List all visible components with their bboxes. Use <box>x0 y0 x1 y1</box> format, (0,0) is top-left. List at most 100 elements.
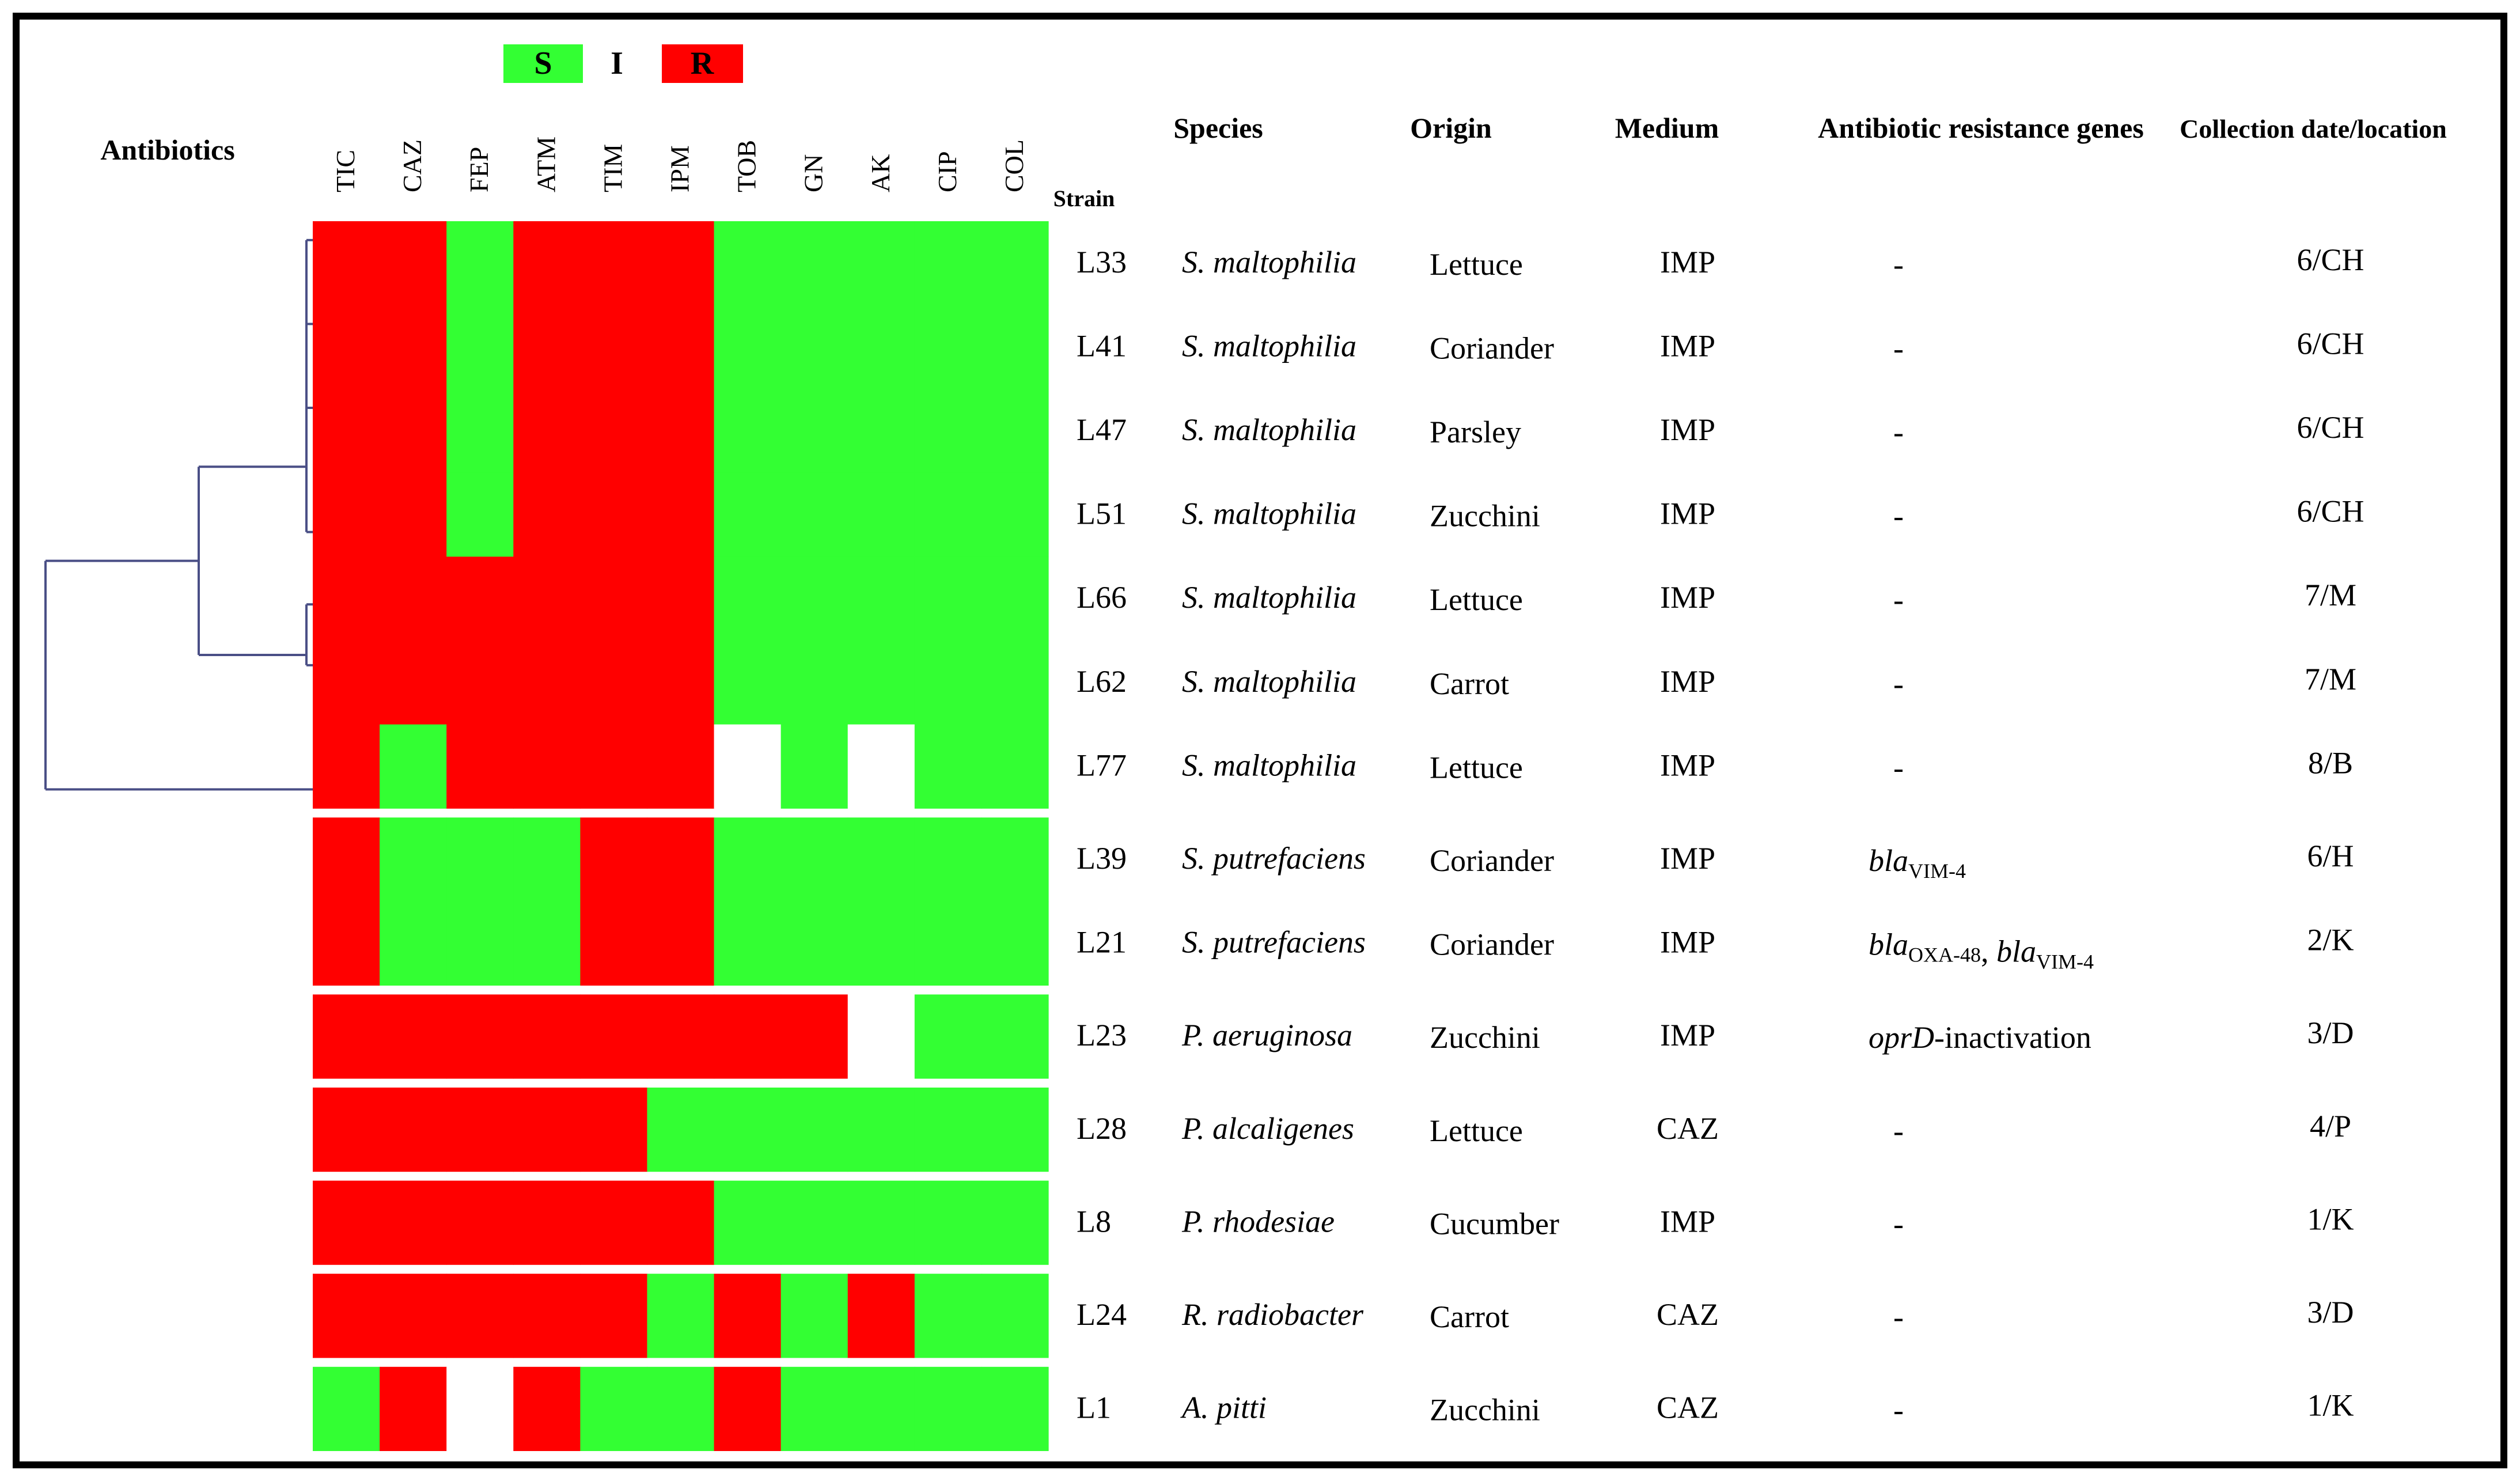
origin-label: Carrot <box>1430 666 1509 701</box>
heatmap-cell <box>380 1274 447 1358</box>
heatmap-cell <box>513 556 581 641</box>
heatmap-cell <box>981 1274 1049 1358</box>
origin-label: Zucchini <box>1430 1393 1540 1427</box>
column-label: AK <box>866 154 895 192</box>
strain-label: L24 <box>1077 1297 1127 1332</box>
heatmap-cell <box>914 1180 982 1265</box>
strain-label: L39 <box>1077 841 1127 876</box>
strain-label: L33 <box>1077 245 1127 279</box>
heatmap-cell <box>313 221 380 306</box>
heatmap-cell <box>513 305 581 389</box>
legend-s-swatch <box>503 44 583 83</box>
collection-label: 3/D <box>2307 1295 2354 1330</box>
heatmap-cell <box>847 1366 915 1451</box>
heatmap-cell <box>380 1366 447 1451</box>
heatmap-cell <box>847 472 915 557</box>
heatmap-cell <box>647 1088 715 1172</box>
heatmap-cell <box>513 817 581 902</box>
row-annotations: L33 S. maltophilia Lettuce IMP - 6/CH L41 S. ma… <box>1077 243 2364 1427</box>
heatmap-cell <box>647 472 715 557</box>
heatmap-cell <box>647 817 715 902</box>
heatmap-cell <box>714 1274 782 1358</box>
strain-label: L51 <box>1077 497 1127 531</box>
heatmap-cell <box>446 724 514 809</box>
heatmap-cell <box>914 817 982 902</box>
column-labels: TIC CAZ FEP ATM TIM IPM TOB GN AK CIP COL <box>331 137 1029 192</box>
heatmap-cell <box>580 817 648 902</box>
heatmap-cell <box>981 1180 1049 1265</box>
heatmap-cell <box>847 305 915 389</box>
heatmap-cell <box>780 305 848 389</box>
heatmap-cell <box>780 817 848 902</box>
heatmap-cell <box>580 1366 648 1451</box>
origin-label: Lettuce <box>1430 1113 1523 1148</box>
heatmap-cell <box>513 472 581 557</box>
heatmap-cell <box>714 901 782 986</box>
heatmap-cell <box>914 1274 982 1358</box>
heatmap-cell <box>647 556 715 641</box>
genes-label: - <box>1893 1206 1904 1241</box>
heatmap-cell <box>847 901 915 986</box>
heatmap-cell <box>981 556 1049 641</box>
collection-label: 6/H <box>2307 839 2354 873</box>
origin-label: Coriander <box>1430 927 1554 962</box>
genes-label: - <box>1893 331 1904 365</box>
collection-label: 7/M <box>2305 578 2356 612</box>
heatmap-cell <box>313 817 380 902</box>
heatmap-cell <box>580 1180 648 1265</box>
strain-label: L8 <box>1077 1204 1111 1238</box>
medium-label: IMP <box>1660 328 1715 363</box>
heatmap-cell <box>380 724 447 809</box>
medium-label: IMP <box>1660 925 1715 960</box>
heatmap-cell <box>714 221 782 306</box>
heatmap-cell <box>780 724 848 809</box>
collection-label: 3/D <box>2307 1016 2354 1050</box>
heatmap-cell <box>780 221 848 306</box>
heatmap-cell <box>313 472 380 557</box>
heatmap-cell <box>513 1274 581 1358</box>
heatmap-cell <box>580 901 648 986</box>
heatmap-cell <box>380 305 447 389</box>
heatmap-cell <box>446 221 514 306</box>
species-label: A. pitti <box>1180 1391 1267 1425</box>
medium-label: CAZ <box>1657 1391 1719 1425</box>
heatmap-cell <box>513 641 581 725</box>
species-label: S. maltophilia <box>1182 497 1356 531</box>
column-label: CIP <box>933 151 962 192</box>
header-medium: Medium <box>1615 112 1719 144</box>
species-label: S. putrefaciens <box>1182 925 1366 960</box>
heatmap-cell <box>647 221 715 306</box>
strain-label: L62 <box>1077 664 1127 699</box>
heatmap-cell <box>380 901 447 986</box>
heatmap-cell <box>446 1366 514 1451</box>
genes-label: - <box>1893 247 1904 282</box>
column-label: FEP <box>464 147 494 192</box>
genes-label: - <box>1893 750 1904 785</box>
heatmap-cell <box>780 994 848 1079</box>
species-label: P. aeruginosa <box>1181 1018 1352 1052</box>
collection-label: 7/M <box>2305 662 2356 696</box>
heatmap-cell <box>714 389 782 474</box>
medium-label: IMP <box>1660 664 1715 699</box>
column-label: TOB <box>732 140 761 192</box>
heatmap-cell <box>647 305 715 389</box>
collection-label: 4/P <box>2310 1109 2351 1143</box>
heatmap-cell <box>981 994 1049 1079</box>
dendrogram <box>44 238 313 791</box>
heatmap-cell <box>446 389 514 474</box>
origin-label: Carrot <box>1430 1300 1509 1334</box>
species-label: R. radiobacter <box>1181 1297 1364 1332</box>
heatmap-cell <box>714 724 782 809</box>
heatmap-cell <box>446 1088 514 1172</box>
heatmap-cell <box>714 305 782 389</box>
heatmap-cell <box>714 994 782 1079</box>
genes-label: oprD-inactivation <box>1869 1020 2091 1055</box>
origin-label: Coriander <box>1430 331 1554 365</box>
heatmap-cell <box>580 221 648 306</box>
heatmap-cell <box>914 1366 982 1451</box>
heatmap-cell <box>513 994 581 1079</box>
species-label: S. maltophilia <box>1182 748 1356 782</box>
collection-label: 2/K <box>2307 923 2354 957</box>
header-origin: Origin <box>1410 112 1492 144</box>
heatmap-cell <box>914 994 982 1079</box>
